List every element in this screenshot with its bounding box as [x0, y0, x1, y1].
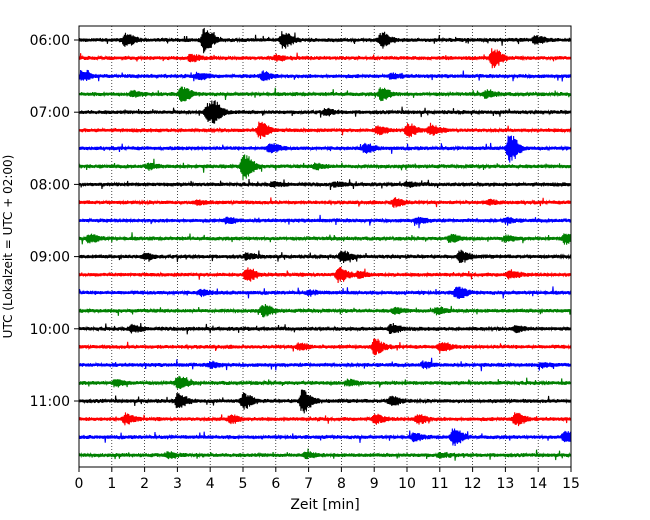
plot-frame	[78, 25, 572, 468]
trace-0815	[78, 197, 572, 208]
x-tick-label: 8	[337, 476, 346, 492]
trace-1130	[78, 428, 572, 447]
y-tick-label: 11:00	[30, 394, 70, 410]
y-tick-label: 06:00	[30, 33, 70, 49]
trace-1045	[78, 375, 572, 389]
x-axis-ticks: 0 1 2 3 4 5 6 7 8 9 10 11 12 13 14 15	[75, 467, 580, 492]
x-tick-label: 4	[206, 476, 215, 492]
trace-1000	[78, 323, 572, 335]
trace-0645	[78, 86, 572, 102]
x-tick-label: 2	[140, 476, 149, 492]
x-tick-label: 7	[304, 476, 313, 492]
x-tick-label: 5	[239, 476, 248, 492]
y-axis-ticks: 06:00 07:00 08:00 09:00 10:00 11:00	[30, 33, 79, 410]
y-tick-label: 09:00	[30, 250, 70, 266]
x-tick-label: 0	[75, 476, 84, 492]
x-tick-label: 3	[173, 476, 182, 492]
trace-0900	[78, 249, 572, 263]
trace-0630	[78, 69, 572, 82]
y-tick-label: 08:00	[30, 177, 70, 193]
x-tick-label: 12	[464, 476, 482, 492]
trace-0715	[78, 121, 572, 140]
trace-0830	[78, 214, 572, 229]
x-tick-label: 11	[431, 476, 449, 492]
x-axis-label: Zeit [min]	[290, 497, 359, 513]
x-tick-label: 6	[271, 476, 280, 492]
trace-0600	[78, 27, 572, 54]
trace-1100	[78, 389, 572, 414]
x-tick-label: 9	[370, 476, 379, 492]
trace-1030	[78, 357, 572, 372]
trace-0800	[78, 179, 572, 190]
trace-0945	[78, 303, 572, 318]
seismic-traces	[78, 27, 572, 461]
trace-1145	[78, 448, 572, 461]
trace-0915	[78, 267, 572, 283]
trace-0700	[78, 100, 572, 124]
y-tick-label: 10:00	[30, 322, 70, 338]
x-tick-label: 15	[562, 476, 580, 492]
trace-0845	[78, 232, 572, 245]
trace-0930	[78, 286, 572, 299]
y-axis-label: UTC (Lokalzeit = UTC + 02:00)	[1, 155, 15, 339]
trace-0745	[78, 154, 572, 181]
x-tick-label: 13	[496, 476, 514, 492]
y-tick-label: 07:00	[30, 105, 70, 121]
x-tick-label: 1	[107, 476, 116, 492]
x-tick-label: 10	[398, 476, 416, 492]
trace-0730	[78, 135, 572, 163]
trace-0615	[78, 48, 572, 69]
trace-1015	[78, 338, 572, 356]
trace-1115	[78, 412, 572, 427]
x-tick-label: 14	[529, 476, 547, 492]
